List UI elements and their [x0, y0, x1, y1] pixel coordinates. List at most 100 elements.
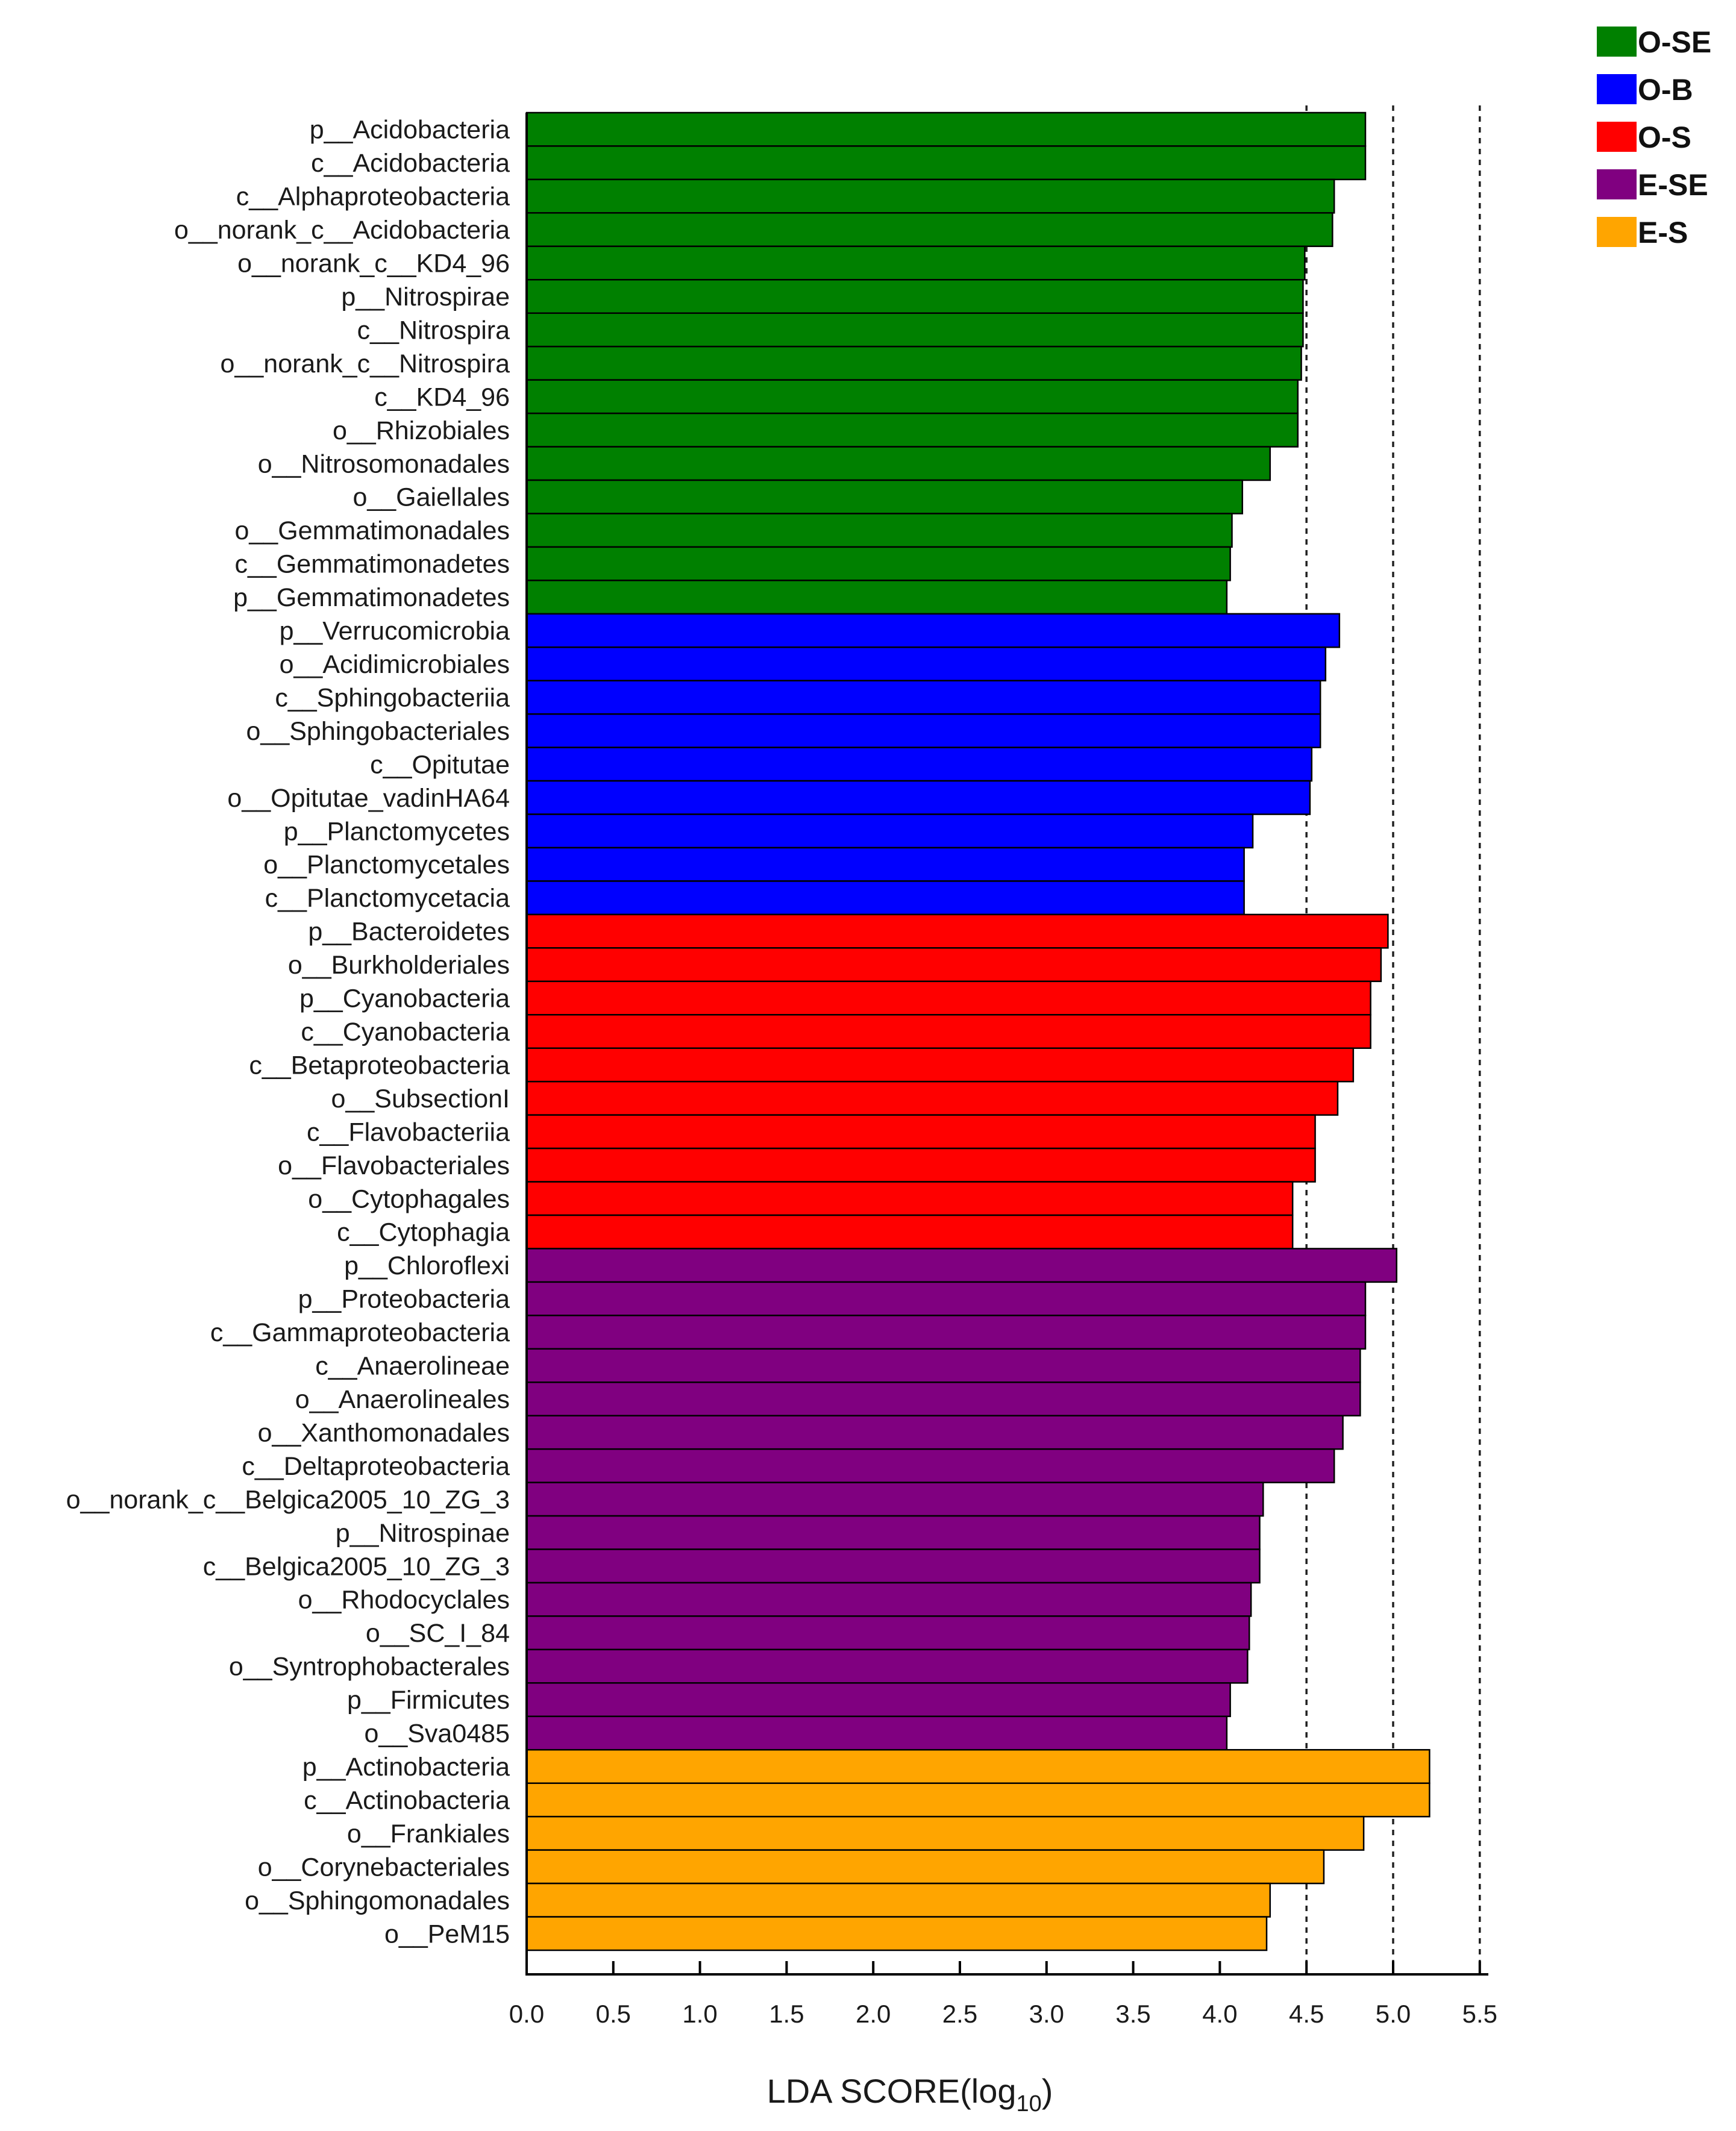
- bar-o__norank_c__Nitrospira: [525, 345, 1302, 381]
- bar-label: o__Anaerolineales: [295, 1385, 510, 1414]
- bar-o__Planctomycetales: [525, 846, 1245, 882]
- bar-c__Gemmatimonadetes: [525, 546, 1231, 581]
- bar-c__Planctomycetacia: [525, 880, 1245, 916]
- bar-p__Nitrospirae: [525, 279, 1304, 314]
- legend-swatch-O-S: [1597, 122, 1637, 152]
- bar-p__Actinobacteria: [525, 1749, 1430, 1784]
- bar-o__norank_c__KD4_96: [525, 245, 1306, 281]
- bar-p__Bacteroidetes: [525, 913, 1389, 949]
- bar-o__SubsectionI: [525, 1080, 1339, 1116]
- bar-label: o__Xanthomonadales: [258, 1418, 510, 1447]
- x-tick-label: 4.5: [1289, 2000, 1324, 2028]
- bar-label: o__Nitrosomonadales: [258, 449, 510, 478]
- bar-label: c__Opitutae: [370, 750, 510, 779]
- bar-o__PeM15: [525, 1916, 1268, 1951]
- bar-label: o__Sphingomonadales: [245, 1886, 510, 1915]
- bar-o__Xanthomonadales: [525, 1415, 1344, 1450]
- bar-p__Planctomycetes: [525, 813, 1254, 849]
- bar-c__KD4_96: [525, 379, 1299, 415]
- bar-label: c__Sphingobacteriia: [275, 683, 510, 712]
- bar-c__Nitrospira: [525, 312, 1304, 348]
- bar-o__Sphingobacteriales: [525, 713, 1321, 748]
- bar-label: p__Proteobacteria: [298, 1285, 510, 1314]
- legend-label: E-SE: [1638, 168, 1708, 202]
- legend-swatch-E-S: [1597, 217, 1637, 247]
- bar-c__Sphingobacteriia: [525, 680, 1321, 715]
- bar-label: p__Nitrospinae: [336, 1519, 510, 1548]
- bar-label: o__Sva0485: [365, 1720, 510, 1748]
- bar-p__Acidobacteria: [525, 111, 1367, 147]
- bar-c__Anaerolineae: [525, 1348, 1361, 1383]
- bar-p__Verrucomicrobia: [525, 613, 1341, 648]
- bar-label: o__Gaiellales: [353, 483, 510, 512]
- legend-label: O-B: [1638, 73, 1693, 107]
- bar-label: c__Betaproteobacteria: [249, 1051, 510, 1080]
- bar-o__norank_c__Acidobacteria: [525, 212, 1333, 248]
- bar-c__Cyanobacteria: [525, 1014, 1371, 1049]
- bar-label: o__norank_c__KD4_96: [237, 249, 510, 278]
- x-tick-label: 2.0: [856, 2000, 891, 2028]
- bar-label: o__Rhizobiales: [333, 416, 510, 445]
- legend-label: O-S: [1638, 120, 1691, 154]
- bar-label: o__SC_I_84: [366, 1619, 510, 1648]
- legend-label: E-S: [1638, 216, 1688, 249]
- x-tick-label: 3.5: [1115, 2000, 1150, 2028]
- bar-label: o__Flavobacteriales: [278, 1151, 510, 1180]
- bar-o__Syntrophobacterales: [525, 1648, 1249, 1684]
- bar-c__Deltaproteobacteria: [525, 1448, 1335, 1483]
- bar-o__Gaiellales: [525, 479, 1244, 515]
- bar-label: c__Cytophagia: [337, 1218, 510, 1247]
- bar-label: p__Nitrospirae: [341, 283, 510, 311]
- bar-label: p__Actinobacteria: [302, 1753, 510, 1782]
- bar-label: o__PeM15: [384, 1920, 510, 1948]
- bar-o__SC_I_84: [525, 1615, 1250, 1651]
- bar-o__Sphingomonadales: [525, 1882, 1271, 1918]
- bar-c__Belgica2005_10_ZG_3: [525, 1548, 1261, 1584]
- bar-label: o__Acidimicrobiales: [280, 650, 510, 679]
- bar-o__Rhizobiales: [525, 412, 1299, 448]
- x-tick-label: 0.0: [509, 2000, 544, 2028]
- bar-label: p__Chloroflexi: [344, 1251, 510, 1280]
- x-tick-label: 1.0: [682, 2000, 717, 2028]
- bar-o__norank_c__Belgica2005_10_ZG_3: [525, 1482, 1264, 1517]
- bar-p__Cyanobacteria: [525, 980, 1371, 1016]
- bar-label: c__KD4_96: [374, 383, 510, 411]
- x-axis-title-close: ): [1042, 2072, 1053, 2110]
- bar-c__Alphaproteobacteria: [525, 178, 1335, 214]
- bar-label: p__Verrucomicrobia: [280, 617, 510, 646]
- bar-o__Flavobacteriales: [525, 1147, 1316, 1183]
- x-tick-label: 0.5: [596, 2000, 631, 2028]
- bar-label: c__Anaerolineae: [315, 1352, 510, 1381]
- bar-o__Acidimicrobiales: [525, 646, 1327, 681]
- bar-label: o__norank_c__Nitrospira: [221, 349, 510, 378]
- x-tick-label: 4.0: [1202, 2000, 1237, 2028]
- bar-o__Nitrosomonadales: [525, 446, 1271, 481]
- bar-o__Frankiales: [525, 1815, 1365, 1851]
- bar-label: c__Flavobacteriia: [307, 1118, 510, 1147]
- bar-o__Cytophagales: [525, 1181, 1294, 1216]
- x-tick-label: 1.5: [769, 2000, 804, 2028]
- bar-p__Firmicutes: [525, 1682, 1231, 1718]
- x-axis-title: LDA SCORE(log10): [767, 2072, 1053, 2117]
- bar-c__Cytophagia: [525, 1214, 1294, 1250]
- bar-o__Rhodocyclales: [525, 1582, 1252, 1617]
- bar-label: o__SubsectionI: [331, 1084, 510, 1113]
- bar-o__Burkholderiales: [525, 947, 1382, 983]
- bar-label: c__Alphaproteobacteria: [236, 183, 510, 211]
- bar-label: c__Belgica2005_10_ZG_3: [203, 1552, 510, 1581]
- bar-o__Opitutae_vadinHA64: [525, 780, 1311, 815]
- bar-label: o__Cytophagales: [308, 1184, 510, 1213]
- x-tick-label: 2.5: [942, 2000, 977, 2028]
- bar-label: p__Acidobacteria: [310, 116, 510, 145]
- bar-p__Gemmatimonadetes: [525, 580, 1228, 615]
- bar-label: o__Gemmatimonadales: [234, 516, 510, 545]
- x-tick-label: 3.0: [1029, 2000, 1064, 2028]
- bar-label: c__Acidobacteria: [311, 149, 510, 178]
- bar-label: c__Planctomycetacia: [265, 884, 510, 913]
- bar-c__Acidobacteria: [525, 145, 1367, 181]
- legend-label: O-SE: [1638, 25, 1711, 59]
- legend-swatch-E-SE: [1597, 169, 1637, 199]
- bars: [525, 111, 1430, 1951]
- bar-o__Anaerolineales: [525, 1382, 1361, 1416]
